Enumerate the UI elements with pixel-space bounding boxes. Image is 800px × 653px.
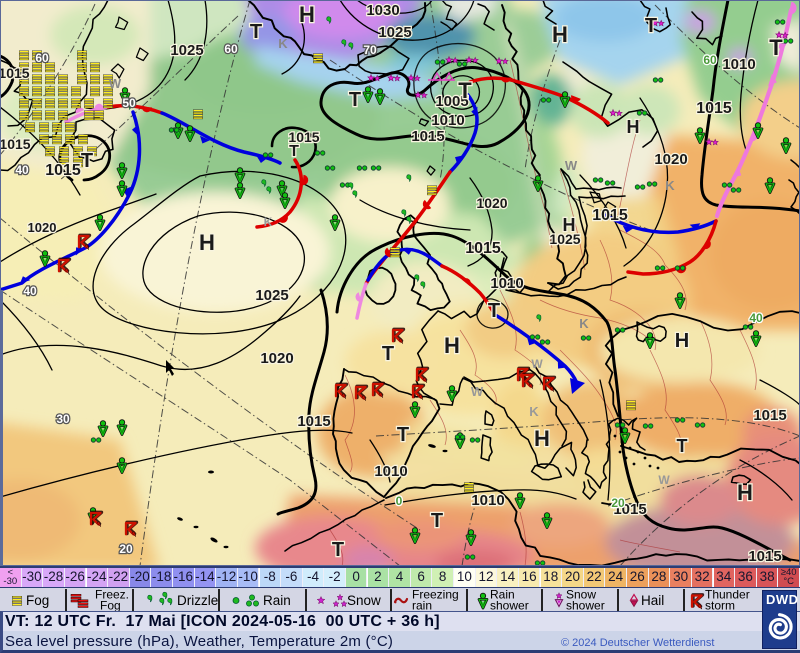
- svg-text:1020: 1020: [260, 350, 293, 367]
- svg-text:T: T: [332, 539, 344, 561]
- svg-text:rain: rain: [412, 599, 432, 613]
- svg-text:1010: 1010: [722, 56, 755, 73]
- svg-text:1015: 1015: [297, 413, 330, 430]
- svg-text:Hail: Hail: [641, 593, 664, 608]
- svg-text:K: K: [579, 316, 589, 331]
- svg-text:H: H: [675, 330, 689, 352]
- svg-text:H: H: [552, 22, 568, 47]
- svg-text:H: H: [199, 230, 215, 255]
- svg-text:70: 70: [363, 43, 377, 57]
- svg-text:H: H: [444, 333, 460, 358]
- svg-text:40: 40: [15, 163, 29, 177]
- svg-text:T: T: [397, 424, 409, 446]
- svg-text:H: H: [299, 2, 315, 27]
- svg-text:Rain: Rain: [263, 593, 291, 608]
- svg-text:H: H: [627, 117, 640, 137]
- svg-text:shower: shower: [490, 599, 529, 613]
- svg-text:Rain: Rain: [490, 588, 515, 602]
- svg-text:1025: 1025: [378, 24, 411, 41]
- svg-text:T: T: [289, 143, 299, 160]
- svg-text:Fog: Fog: [26, 593, 49, 608]
- svg-text:Fog: Fog: [100, 599, 121, 613]
- svg-text:1030: 1030: [366, 2, 399, 19]
- svg-text:20: 20: [611, 496, 625, 510]
- svg-text:1025: 1025: [549, 231, 580, 247]
- svg-text:60: 60: [35, 51, 49, 65]
- svg-text:0: 0: [396, 494, 403, 508]
- svg-text:Thunder: Thunder: [705, 588, 750, 602]
- svg-text:W: W: [471, 384, 484, 399]
- svg-text:1010: 1010: [431, 112, 464, 129]
- svg-text:T: T: [458, 78, 472, 103]
- svg-text:Drizzle: Drizzle: [177, 593, 218, 608]
- svg-text:1005: 1005: [435, 93, 468, 110]
- svg-text:1015: 1015: [45, 162, 81, 179]
- svg-text:60: 60: [224, 42, 238, 56]
- svg-text:1025: 1025: [255, 287, 288, 304]
- svg-text:shower: shower: [566, 599, 605, 613]
- svg-text:T: T: [81, 150, 93, 172]
- svg-text:1015: 1015: [0, 65, 30, 81]
- svg-text:1015: 1015: [288, 129, 319, 145]
- svg-text:1010: 1010: [471, 492, 504, 509]
- svg-text:Snow: Snow: [566, 588, 596, 602]
- svg-text:1025: 1025: [170, 42, 203, 59]
- svg-text:1015: 1015: [748, 548, 781, 565]
- svg-text:1020: 1020: [654, 151, 687, 168]
- svg-text:1010: 1010: [490, 275, 523, 292]
- svg-text:1015: 1015: [696, 100, 732, 117]
- svg-text:H: H: [563, 215, 576, 235]
- svg-text:Freezing: Freezing: [412, 588, 459, 602]
- svg-text:W: W: [109, 76, 122, 91]
- svg-text:H: H: [737, 480, 753, 505]
- svg-text:1015: 1015: [411, 128, 444, 145]
- svg-text:1015: 1015: [592, 207, 628, 224]
- svg-text:T: T: [645, 15, 657, 37]
- svg-text:K: K: [278, 36, 288, 51]
- svg-text:1015: 1015: [465, 240, 501, 257]
- svg-text:T: T: [250, 21, 262, 43]
- svg-text:40: 40: [749, 311, 763, 325]
- svg-text:W: W: [565, 158, 578, 173]
- svg-text:1015: 1015: [613, 501, 646, 518]
- svg-text:T: T: [431, 510, 443, 532]
- svg-text:1015: 1015: [0, 136, 31, 152]
- svg-text:20: 20: [119, 542, 133, 556]
- svg-text:K: K: [529, 404, 539, 419]
- svg-text:1020: 1020: [28, 220, 57, 235]
- svg-text:40: 40: [23, 284, 37, 298]
- svg-text:T: T: [382, 343, 394, 365]
- svg-text:W: W: [531, 357, 543, 371]
- svg-text:W: W: [658, 473, 670, 487]
- svg-text:1015: 1015: [753, 407, 786, 424]
- svg-text:K: K: [264, 215, 273, 229]
- svg-text:60: 60: [703, 53, 717, 67]
- svg-text:Freez.: Freez.: [95, 588, 129, 602]
- svg-text:T: T: [349, 89, 361, 111]
- svg-text:1020: 1020: [476, 195, 507, 211]
- svg-text:50: 50: [122, 96, 136, 110]
- svg-text:T: T: [769, 35, 783, 60]
- svg-text:H: H: [534, 426, 550, 451]
- svg-text:T: T: [488, 300, 500, 322]
- svg-text:storm: storm: [705, 599, 735, 613]
- svg-text:T: T: [677, 436, 688, 456]
- svg-text:Snow: Snow: [347, 593, 381, 608]
- svg-text:1010: 1010: [374, 463, 407, 480]
- svg-text:K: K: [665, 178, 675, 193]
- svg-text:30: 30: [56, 412, 70, 426]
